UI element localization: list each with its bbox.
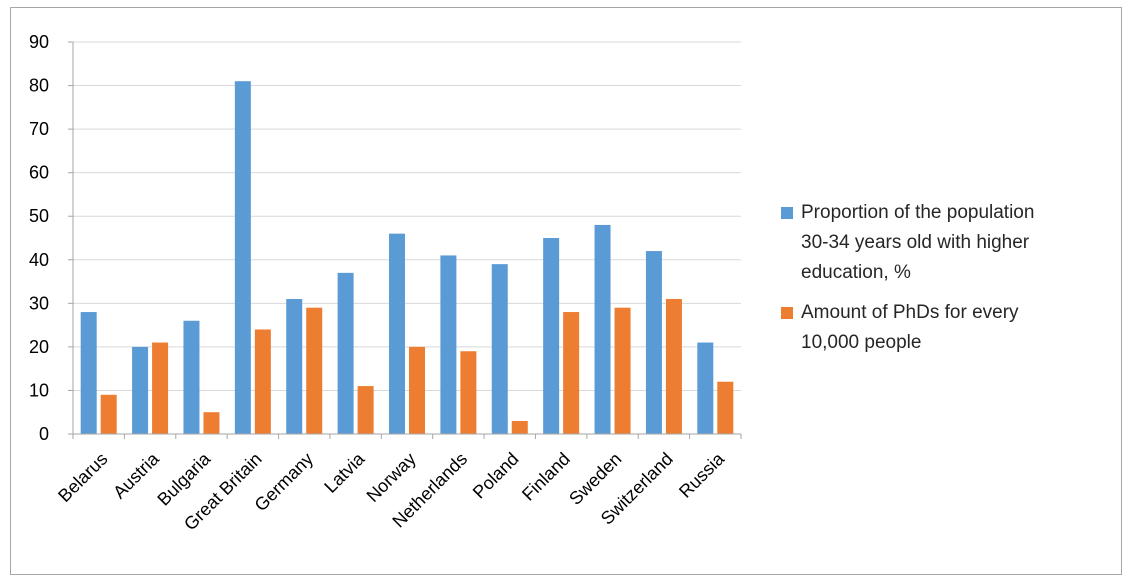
- legend-swatch-phds: [781, 307, 793, 319]
- bar-phds-poland: [511, 420, 528, 434]
- y-tick-label: 50: [29, 206, 49, 226]
- bar-phds-netherlands: [460, 351, 477, 434]
- bar-phds-switzerland: [665, 298, 682, 434]
- bar-higher-education-poland: [491, 264, 508, 434]
- y-tick-label: 10: [29, 380, 49, 400]
- y-tick-label: 0: [39, 424, 49, 444]
- y-axis-tick-labels: 0 10 20 30 40 50 60 70 80 90: [29, 32, 49, 444]
- x-tick-label-belarus: Belarus: [54, 449, 111, 506]
- bar-higher-education-sweden: [594, 224, 611, 434]
- y-tick-label: 90: [29, 32, 49, 52]
- bar-phds-bulgaria: [203, 412, 220, 434]
- legend: Proportion of the population 30-34 years…: [781, 198, 1126, 368]
- legend-swatch-higher-education: [781, 207, 793, 219]
- bar-phds-russia: [717, 381, 734, 434]
- bar-higher-education-great-britain: [234, 81, 251, 434]
- gridlines: [73, 41, 741, 391]
- bar-higher-education-netherlands: [440, 255, 457, 434]
- y-tick-label: 40: [29, 250, 49, 270]
- chart-frame: [10, 7, 1122, 575]
- bar-higher-education-russia: [697, 342, 714, 434]
- y-tick-label: 80: [29, 76, 49, 96]
- x-tick-label-poland: Poland: [469, 449, 523, 503]
- bars: [80, 81, 734, 434]
- bar-phds-germany: [306, 307, 323, 434]
- legend-label-phds: Amount of PhDs for every 10,000 people: [801, 302, 1019, 353]
- y-tick-label: 60: [29, 163, 49, 183]
- bar-phds-finland: [563, 312, 580, 434]
- bar-phds-sweden: [614, 307, 631, 434]
- bar-phds-latvia: [357, 386, 374, 434]
- y-tick-label: 30: [29, 293, 49, 313]
- x-tick-label-russia: Russia: [675, 448, 729, 502]
- bar-phds-norway: [409, 346, 425, 434]
- legend-item-phds: Amount of PhDs for every 10,000 people: [781, 298, 1126, 358]
- axes: [68, 41, 742, 439]
- bar-higher-education-austria: [132, 346, 149, 434]
- x-tick-label-latvia: Latvia: [320, 448, 369, 497]
- bar-higher-education-latvia: [337, 272, 354, 434]
- bar-higher-education-norway: [389, 233, 405, 434]
- bar-phds-belarus: [100, 394, 117, 434]
- bar-phds-great-britain: [254, 329, 271, 434]
- legend-item-higher-education: Proportion of the population 30-34 years…: [781, 198, 1126, 288]
- y-tick-label: 70: [29, 119, 49, 139]
- bar-higher-education-finland: [543, 238, 560, 434]
- legend-label-higher-education: Proportion of the population 30-34 years…: [801, 202, 1035, 283]
- bar-higher-education-belarus: [80, 312, 97, 434]
- bar-phds-austria: [152, 342, 169, 434]
- bar-higher-education-bulgaria: [183, 320, 200, 434]
- bar-higher-education-switzerland: [645, 251, 662, 434]
- bar-higher-education-germany: [286, 298, 303, 434]
- y-tick-label: 20: [29, 337, 49, 357]
